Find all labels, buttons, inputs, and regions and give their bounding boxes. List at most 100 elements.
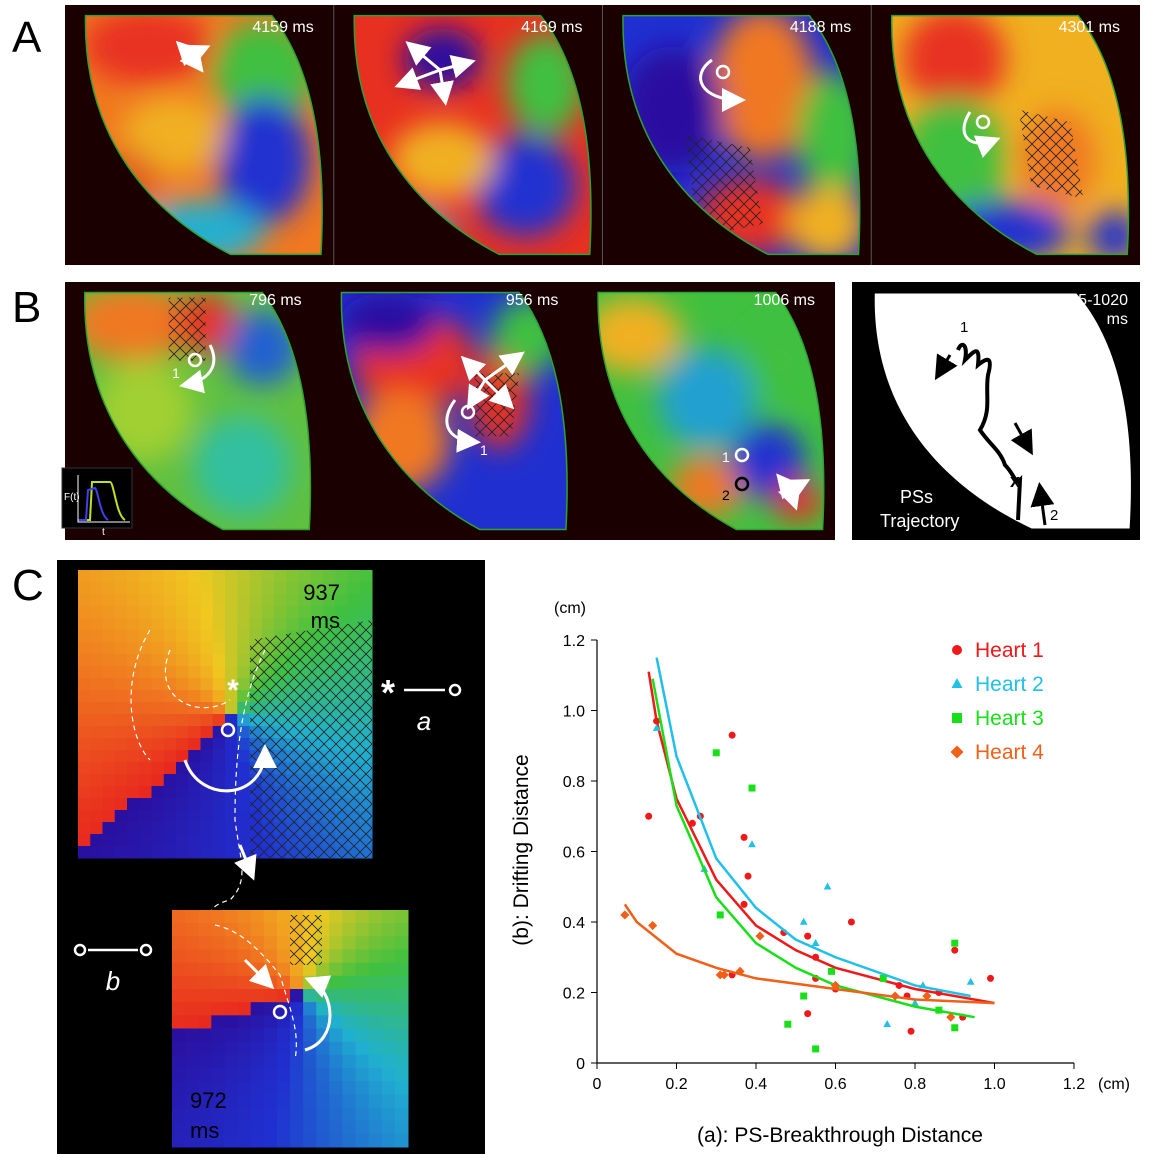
pixel [329, 1015, 343, 1029]
pixel [249, 594, 263, 607]
fit-curve [623, 903, 995, 1005]
pixel [211, 923, 225, 937]
drift-path [214, 924, 297, 1061]
pixel [368, 936, 383, 950]
rotation-arrow [699, 58, 746, 112]
pixel [198, 1041, 212, 1056]
ps-marker [715, 64, 731, 80]
pixel [102, 606, 116, 619]
pixel [381, 1054, 396, 1069]
drift-path [209, 649, 266, 926]
pixel [200, 666, 214, 679]
pixel [368, 1081, 383, 1095]
pixel [172, 910, 186, 924]
map-blobs [377, 28, 585, 255]
label: ms [190, 1118, 219, 1143]
pixel [212, 606, 226, 619]
pixel [127, 798, 140, 811]
pixel [250, 923, 265, 937]
point [645, 812, 653, 820]
point [688, 819, 696, 827]
pixel [127, 786, 140, 799]
pixel [225, 810, 238, 823]
pixel [102, 678, 116, 691]
pixel [127, 726, 140, 739]
pixel [290, 1094, 304, 1108]
pixel [78, 762, 91, 775]
pixel [185, 1041, 199, 1056]
ps-marker [220, 722, 236, 738]
pixel [200, 822, 214, 835]
pixel [237, 910, 252, 924]
pixel [200, 834, 214, 847]
hatch-region [1018, 109, 1084, 199]
pixel [139, 690, 152, 703]
pixel [212, 678, 226, 691]
rotation-arrow [304, 975, 332, 1052]
pixel [335, 606, 348, 619]
pixel [163, 666, 177, 679]
pixel [381, 949, 396, 964]
map-frame [891, 15, 1129, 255]
pixel [188, 774, 201, 787]
label: 972 [190, 1088, 227, 1113]
pixel [78, 678, 91, 691]
pixel [163, 798, 177, 811]
pixel [78, 666, 91, 679]
pixel [185, 962, 199, 977]
pixel [225, 582, 238, 595]
pixel [250, 1041, 265, 1056]
pixel [342, 1081, 357, 1095]
rotation-arrow [430, 69, 454, 106]
pixel [176, 726, 189, 739]
pixel [212, 582, 226, 595]
label: F(t) [64, 492, 80, 503]
scale-end [139, 943, 153, 957]
pixel [263, 910, 278, 924]
pixel [225, 846, 238, 859]
pixel [78, 714, 91, 727]
pixel [78, 606, 91, 619]
pixel [151, 630, 165, 643]
pixel [381, 975, 396, 990]
pixel [139, 606, 152, 619]
pixel [211, 1002, 225, 1016]
pixel [263, 936, 278, 950]
point [728, 731, 736, 739]
pixel [224, 949, 239, 964]
pixel [237, 678, 250, 691]
pixel [78, 750, 91, 763]
pixel [172, 1133, 186, 1148]
pixel [78, 846, 91, 859]
inset-trace [78, 481, 126, 521]
pixel [276, 923, 291, 937]
pixel [329, 1002, 343, 1016]
pixel [163, 582, 177, 595]
pixel [176, 774, 189, 787]
pixel [286, 618, 299, 631]
pixel [114, 654, 128, 667]
pixel [212, 594, 226, 607]
map-blob [121, 96, 226, 174]
pixel [237, 798, 250, 811]
pixel [298, 618, 312, 631]
point [812, 953, 820, 961]
pixel [290, 1107, 304, 1122]
y-tick-label: 0.2 [563, 986, 585, 1003]
pixel [359, 594, 373, 607]
pixel [250, 1015, 265, 1029]
pixel [185, 936, 199, 950]
pixel [355, 1094, 370, 1108]
pixel [163, 786, 177, 799]
point [890, 991, 900, 1001]
pixel [90, 666, 103, 679]
point [620, 910, 630, 920]
pixel [163, 570, 177, 583]
pixel [198, 962, 212, 977]
map-blob [85, 15, 213, 85]
scale-end [73, 943, 87, 957]
pixel [139, 678, 152, 691]
pixel [127, 642, 140, 655]
pixel [212, 846, 226, 859]
label: A [12, 13, 42, 62]
